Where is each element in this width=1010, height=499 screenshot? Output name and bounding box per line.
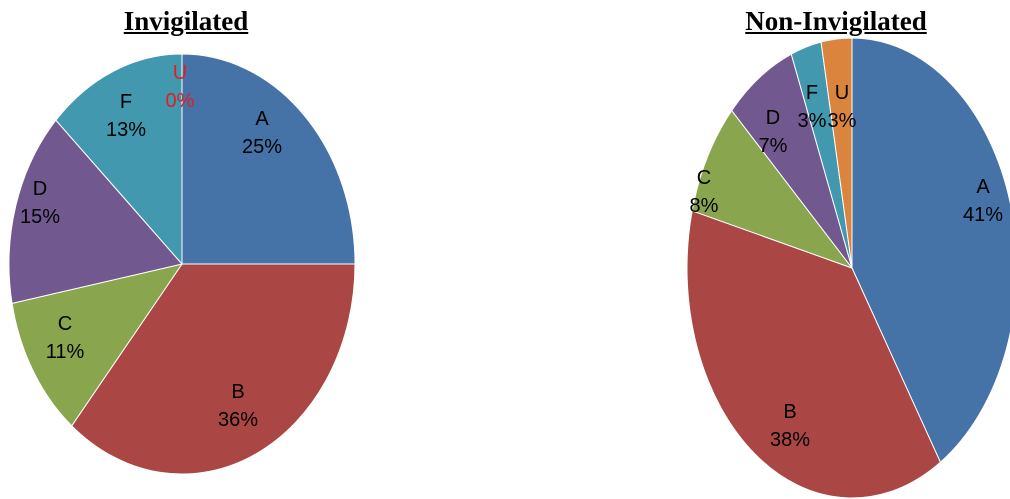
slice-value-invigilated-u: 0% — [166, 90, 195, 112]
slice-label-non-invigilated-c: C — [697, 167, 711, 189]
slice-value-non-invigilated-u: 3% — [828, 110, 857, 132]
pie-slice-invigilated-f — [55, 53, 183, 266]
chart-title-non-invigilated: Non-Invigilated — [745, 6, 927, 36]
slice-label-non-invigilated-u: U — [835, 82, 849, 104]
slice-value-non-invigilated-f: 3% — [798, 110, 827, 132]
pie-slice-invigilated-d — [8, 119, 183, 304]
chart-title-invigilated: Invigilated — [123, 6, 249, 36]
slice-value-invigilated-b: 36% — [218, 409, 258, 431]
slice-value-non-invigilated-a: 41% — [963, 204, 1003, 226]
slice-label-invigilated-u: U — [173, 62, 187, 84]
slice-label-non-invigilated-b: B — [783, 401, 796, 423]
slice-value-invigilated-f: 13% — [106, 119, 146, 141]
pie-slice-non-invigilated-a — [851, 37, 1010, 464]
slice-value-invigilated-d: 15% — [20, 206, 60, 228]
pie-slice-non-invigilated-b — [686, 210, 942, 499]
slice-value-non-invigilated-b: 38% — [770, 429, 810, 451]
pie-slice-non-invigilated-u — [820, 37, 853, 269]
pie-slice-non-invigilated-c — [691, 109, 854, 270]
slice-label-non-invigilated-f: F — [806, 82, 818, 104]
pie-slice-non-invigilated-d — [731, 53, 853, 269]
pie-slice-invigilated-a — [181, 53, 356, 265]
pie-slice-invigilated-c — [11, 263, 184, 427]
slice-label-non-invigilated-d: D — [766, 107, 780, 129]
slice-value-non-invigilated-c: 8% — [690, 195, 719, 217]
slice-label-invigilated-d: D — [33, 178, 47, 200]
slice-value-invigilated-a: 25% — [242, 136, 282, 158]
slice-label-invigilated-c: C — [58, 313, 72, 335]
slice-label-non-invigilated-a: A — [976, 176, 990, 198]
slice-value-invigilated-c: 11% — [46, 341, 85, 363]
pie-slice-invigilated-b — [71, 263, 356, 475]
slice-label-invigilated-f: F — [120, 91, 132, 113]
slice-label-invigilated-b: B — [231, 381, 244, 403]
slice-value-non-invigilated-d: 7% — [759, 135, 788, 157]
slice-label-invigilated-a: A — [255, 108, 269, 130]
